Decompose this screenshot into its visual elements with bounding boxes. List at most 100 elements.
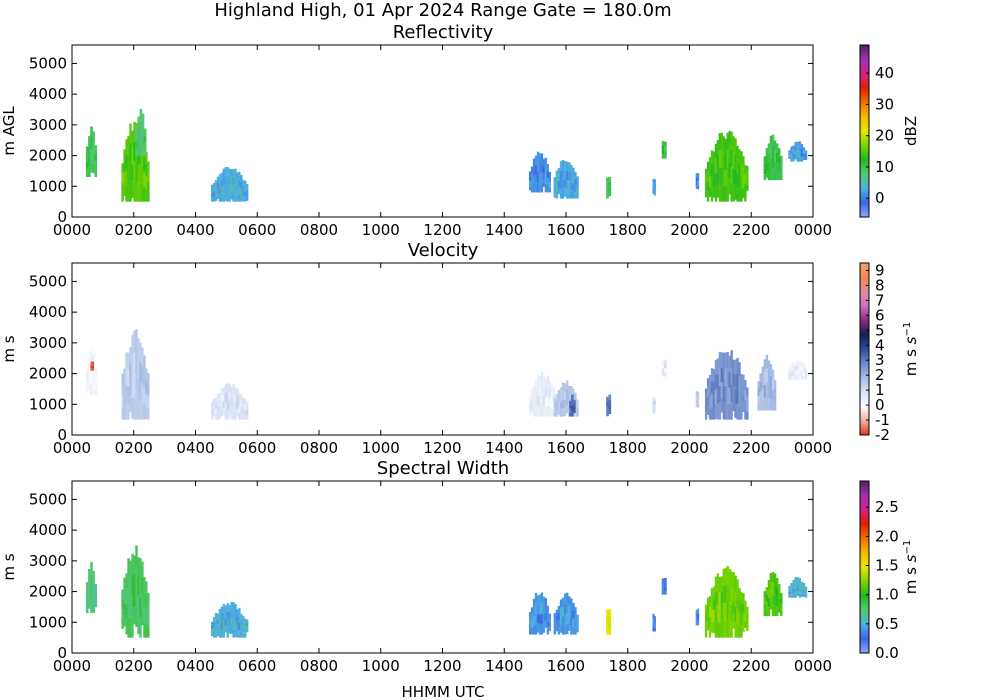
echo-streak [790,582,793,587]
echo-streak [528,185,532,191]
echo-streak [555,405,559,411]
echo-streak [145,176,148,190]
echo-streak [131,376,134,398]
echo-streak [695,177,698,182]
echo-streak [730,184,733,202]
echo-streak [559,189,563,199]
echo-streak [765,382,769,397]
y-tick-label: 5000 [29,272,67,290]
echo-streak [796,146,799,152]
echo-streak [548,182,551,188]
echo-streak [224,184,227,193]
x-tick-label: 0400 [176,221,214,239]
echo-streak [546,178,549,186]
echo-streak [532,616,536,626]
echo-streak [740,592,743,604]
echo-streak [561,408,565,417]
echo-streak [608,409,612,415]
x-tick-label: 1400 [485,221,523,239]
echo-streak [572,618,575,627]
echo-streak [544,605,548,613]
echo-streak [88,382,91,391]
echo-streak [234,403,237,412]
echo-streak [135,329,138,352]
echo-streak [574,191,577,199]
echo-streak [540,394,544,406]
echo-streak [542,596,546,606]
echo-streak [236,194,239,202]
echo-streak [608,628,612,635]
echo-streak [759,391,762,402]
echo-streak [738,612,741,626]
echo-streak [712,151,716,163]
echo-streak [568,393,571,402]
echo-streak [792,593,795,598]
echo-streak [570,181,573,191]
echo-streak [652,627,655,632]
echo-streak [732,614,735,629]
echo-streak [218,393,222,400]
echo-streak [714,187,718,202]
echo-streak [557,408,561,416]
echo-streak [664,372,667,377]
echo-streak [534,624,538,635]
echo-streak [530,166,534,174]
echo-streak [143,622,146,638]
echo-streak [143,142,147,149]
echo-streak [710,406,714,420]
echo-streak [732,152,735,169]
echo-streak [540,603,544,614]
echo-streak [222,394,225,402]
echo-streak [141,147,144,166]
echo-streak [730,367,733,385]
echo-streak [796,365,799,371]
echo-streak [794,582,797,588]
echo-streak [664,582,667,587]
echo-streak [714,359,718,375]
echo-streak [220,606,224,615]
echo-streak [246,406,249,411]
echo-streak [710,380,714,394]
echo-streak [661,141,665,146]
echo-streak [92,581,95,592]
echo-streak [228,392,231,401]
echo-streak [534,603,538,614]
y-tick-label: 0 [57,644,67,662]
echo-streak [569,412,572,417]
echo-streak [145,623,148,638]
echo-streak [767,397,771,411]
echo-streak [123,602,126,615]
echo-streak [129,618,132,638]
echo-streak [538,396,542,407]
echo-streak [135,374,138,398]
y-tick-label: 0 [57,426,67,444]
echo-streak [137,116,141,127]
echo-streak [85,597,89,606]
echo-streak [214,631,218,638]
echo-streak [738,362,741,377]
echo-streak [246,622,249,626]
echo-streak [716,183,720,198]
echo-streak [572,183,575,191]
echo-streak [240,625,243,632]
echo-streak [135,606,138,628]
echo-streak [129,560,132,580]
echo-streak [769,398,773,411]
echo-streak [653,400,656,405]
echo-streak [238,406,241,414]
x-tick-label: 1000 [362,439,400,457]
echo-streak [540,153,544,164]
echo-cell [121,329,150,420]
echo-streak [141,383,144,402]
echo-streak [528,612,532,618]
colorbar-tick-label: 0 [875,189,885,207]
echo-streak [147,592,150,605]
echo-streak [780,592,783,599]
echo-streak [736,373,739,389]
echo-streak [127,617,130,638]
panel-2: Spectral Width 0000 0200 0400 0600 0800 1000 12… [0,458,920,675]
echo-streak [242,179,245,186]
echo-streak [236,388,239,396]
echo-streak [553,412,557,417]
